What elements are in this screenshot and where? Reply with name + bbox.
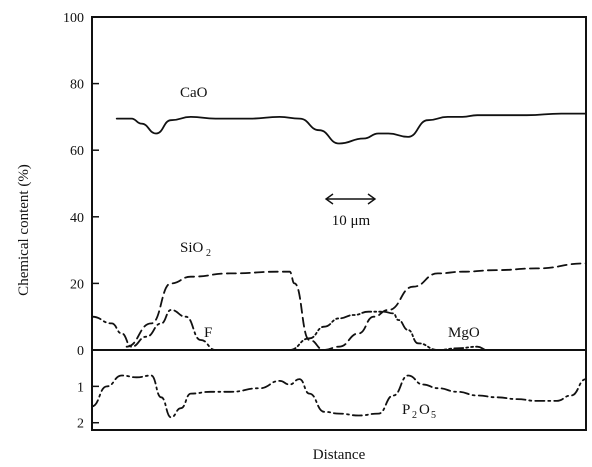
plot-frame <box>91 16 587 431</box>
series-label-p2o5: P 2 O 5 <box>402 402 436 421</box>
series-line-cao <box>115 112 587 145</box>
x-axis-title: Distance <box>313 447 366 463</box>
series-label-sio2-sub: 2 <box>206 248 211 259</box>
series-label-sio2: SiO 2 <box>180 240 211 259</box>
series-label-p2o5-p: P <box>402 402 410 418</box>
series-label-p2o5-o: O <box>419 402 430 418</box>
series-line-p2o5 <box>91 374 587 419</box>
y-tick-label-upper-60: 60 <box>70 144 84 159</box>
series-line-sio2 <box>125 262 587 351</box>
series-label-p2o5-sub5: 5 <box>431 410 436 421</box>
series-line-mgo <box>264 310 489 351</box>
series-curves <box>91 112 587 419</box>
upper-y-ticks: 0 20 40 60 80 100 <box>63 11 99 359</box>
y-axis-title: Chemical content (%) <box>16 164 32 296</box>
series-label-f: F <box>204 325 212 341</box>
y-tick-label-lower-1: 1 <box>77 380 84 395</box>
y-tick-label-upper-20: 20 <box>70 277 84 292</box>
series-label-cao: CaO <box>180 85 208 101</box>
y-tick-label-upper-40: 40 <box>70 211 84 226</box>
scale-bar: 10 μm <box>324 193 377 229</box>
series-label-sio2-main: SiO <box>180 240 204 256</box>
y-tick-label-upper-80: 80 <box>70 78 84 93</box>
scale-bar-right-arrow-icon <box>367 193 377 205</box>
y-tick-label-upper-100: 100 <box>63 11 84 26</box>
series-label-mgo: MgO <box>448 325 480 341</box>
scale-bar-label: 10 μm <box>332 213 371 229</box>
series-line-f <box>91 309 217 351</box>
y-tick-label-lower-2: 2 <box>77 417 84 432</box>
y-tick-label-upper-0: 0 <box>77 344 84 359</box>
lower-y-ticks: 12 <box>77 380 99 432</box>
scale-bar-left-arrow-icon <box>324 193 334 205</box>
series-label-p2o5-sub2: 2 <box>412 410 417 421</box>
